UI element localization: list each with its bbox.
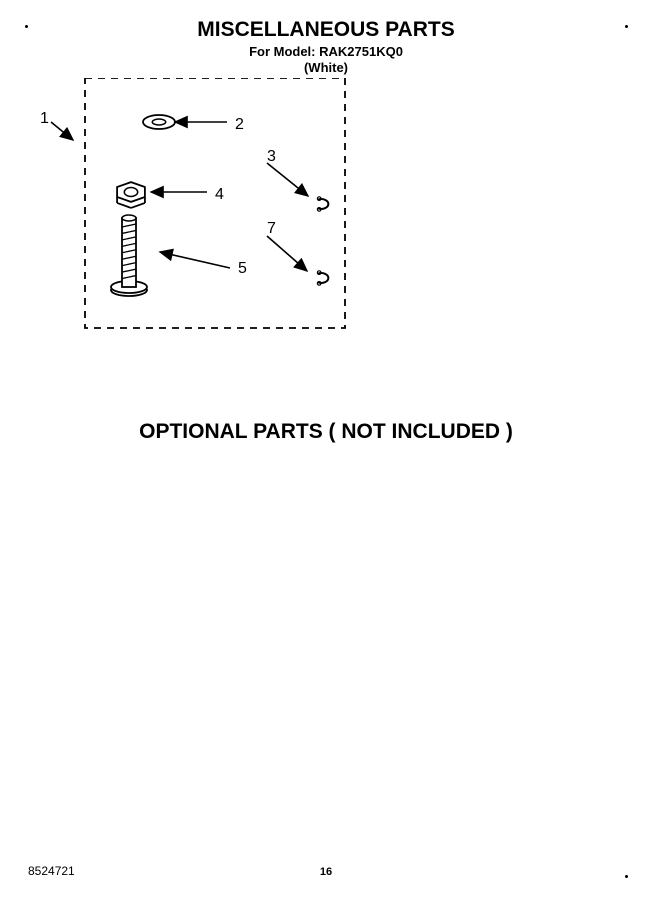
model-label: For Model: RAK2751KQ0 <box>0 44 652 59</box>
page-title: MISCELLANEOUS PARTS <box>0 18 652 42</box>
diagram-svg <box>35 78 395 358</box>
registration-dot <box>625 25 628 28</box>
color-label: (White) <box>0 60 652 75</box>
callout-3: 3 <box>267 148 276 166</box>
registration-dot <box>25 25 28 28</box>
callout-2: 2 <box>235 116 244 134</box>
subtitle: OPTIONAL PARTS ( NOT INCLUDED ) <box>0 420 652 444</box>
callout-7: 7 <box>267 220 276 238</box>
callout-4: 4 <box>215 186 224 204</box>
callout-5: 5 <box>238 260 247 278</box>
callout-1: 1 <box>40 110 49 128</box>
registration-dot <box>625 875 628 878</box>
parts-diagram: 1 2 3 4 5 7 <box>35 78 395 358</box>
page-number: 16 <box>0 866 652 878</box>
